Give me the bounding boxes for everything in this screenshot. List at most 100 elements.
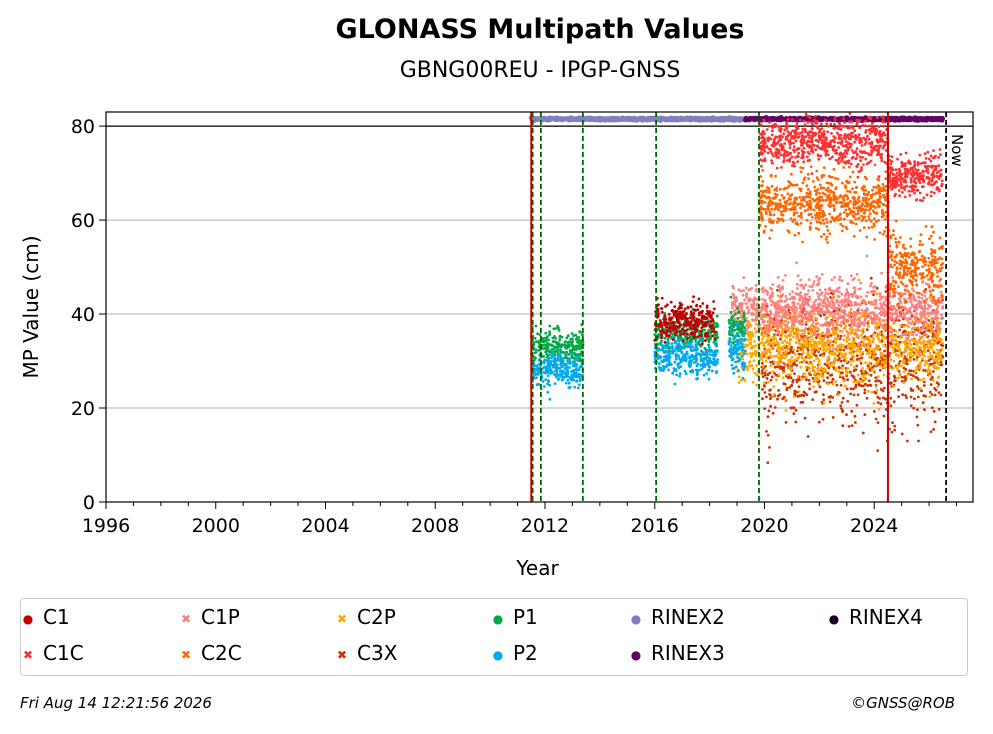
data-point [834,341,837,345]
data-point [911,283,915,287]
data-point [929,324,933,327]
data-point [939,277,943,281]
data-point [803,391,807,395]
data-point [809,203,812,207]
data-point [789,358,792,361]
data-point [912,274,915,277]
data-point [881,232,885,236]
data-point [912,253,915,257]
data-point [872,293,875,296]
data-point [919,346,922,350]
data-point [923,363,927,367]
data-point [776,328,779,332]
data-point [817,383,821,387]
data-point [845,340,849,343]
data-point [898,271,902,274]
data-point [848,175,852,179]
data-point [865,328,869,331]
data-point [933,420,937,424]
data-point [791,351,795,354]
data-point [768,343,772,346]
data-point [903,292,907,295]
data-point [805,393,809,396]
data-point [906,439,909,443]
data-point [869,204,873,208]
data-point [815,220,819,224]
data-point [889,236,893,240]
data-point [778,187,782,191]
data-point [919,320,922,324]
data-point [798,315,801,319]
data-point [867,389,870,393]
data-point [839,217,843,221]
data-point [923,354,927,358]
data-point [827,346,831,350]
data-point [820,175,824,179]
data-point [818,183,822,187]
data-point [860,308,864,312]
data-point [860,356,864,360]
data-point [804,315,808,319]
data-point [852,210,856,214]
data-point [859,333,863,337]
data-point [932,230,935,234]
data-point [891,276,895,279]
data-point [771,292,775,295]
data-point [891,421,894,424]
data-point [920,389,923,393]
data-point [897,364,901,368]
data-point [915,283,919,287]
data-point [802,297,806,300]
data-point [754,283,758,287]
data-point [789,208,793,212]
data-point [923,332,927,336]
data-point [891,329,895,333]
data-point [780,299,784,303]
data-point [873,369,876,373]
data-point [889,358,893,361]
data-point [784,362,788,366]
data-point [893,263,896,267]
data-point [775,116,781,122]
chart-title: GLONASS Multipath Values [335,14,745,45]
data-point [763,352,766,355]
data-point [878,364,882,368]
data-point [902,324,906,328]
data-point [873,351,877,355]
data-point [781,345,784,349]
data-point [839,351,843,355]
data-point [853,180,857,184]
data-point [868,383,871,387]
data-point [784,421,788,424]
data-point [902,370,906,374]
data-point [915,358,919,362]
data-point [934,333,938,337]
data-point [781,279,785,282]
data-point [772,354,776,358]
data-point [740,309,744,313]
data-point [922,384,926,387]
data-point [931,288,935,292]
data-point [747,311,750,314]
data-point [779,322,783,326]
data-point [853,314,857,318]
data-point [843,326,847,329]
data-point [899,323,903,327]
data-point [777,303,781,307]
data-point [891,116,897,122]
data-point [792,395,796,399]
data-point [916,258,920,262]
data-point [927,346,930,349]
data-point [798,322,802,326]
data-point [850,359,853,363]
data-point [916,385,919,388]
data-point [863,315,866,318]
data-point [730,306,734,309]
data-point [891,280,895,283]
data-point [855,354,859,357]
data-point [778,393,782,397]
data-point [800,302,804,306]
data-point [862,163,865,167]
data-point [773,304,776,307]
